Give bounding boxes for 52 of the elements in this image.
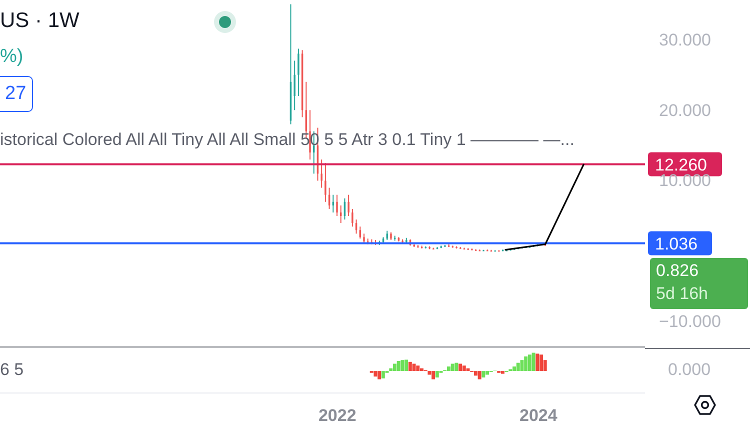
annotation: %) [0, 46, 24, 68]
bar [374, 371, 378, 377]
bar [486, 371, 490, 375]
bar [420, 368, 424, 372]
bar [458, 364, 462, 372]
annotation: US · 1W [0, 9, 80, 32]
candlestick [320, 159, 322, 188]
annotation: 27 [0, 76, 34, 112]
bar [393, 364, 396, 372]
annotation: 6 5 [0, 360, 24, 380]
ref-line-label: 1.036 [655, 234, 698, 254]
y-tick-label: −10.000 [659, 312, 721, 331]
bar [532, 352, 536, 372]
bar [435, 371, 439, 378]
bar [416, 366, 420, 372]
bar [378, 371, 382, 380]
text: 0.000 [668, 360, 711, 380]
candlestick [363, 233, 365, 244]
bar [500, 371, 504, 374]
bar [408, 362, 412, 372]
bar [474, 371, 478, 376]
bar [432, 371, 436, 380]
bar [540, 354, 543, 372]
bar [536, 354, 540, 372]
text: 5d 16h [650, 282, 748, 309]
bar [454, 362, 458, 372]
x-tick-label: 2024 [520, 406, 558, 426]
bar [381, 371, 385, 378]
bar [450, 364, 454, 372]
y-tick-label: 30.000 [659, 30, 711, 50]
bar [528, 354, 532, 372]
bar [524, 356, 528, 372]
candlestick [348, 194, 350, 216]
text: 0.826 [650, 258, 748, 282]
bar [400, 360, 404, 372]
bar [520, 360, 524, 372]
bar [512, 366, 516, 372]
x-tick-label: 2022 [318, 406, 356, 426]
bar [516, 362, 520, 372]
bar [412, 364, 416, 372]
candlestick [294, 60, 296, 111]
bar [446, 366, 450, 372]
candlestick [336, 194, 338, 216]
candlestick [298, 48, 300, 96]
candlestick [324, 162, 326, 202]
bar [404, 360, 408, 372]
bar [396, 360, 400, 372]
bar [478, 371, 482, 380]
bar [482, 371, 486, 378]
bar [462, 366, 466, 372]
candlestick [352, 208, 354, 228]
y-tick-label: 20.000 [659, 100, 711, 120]
